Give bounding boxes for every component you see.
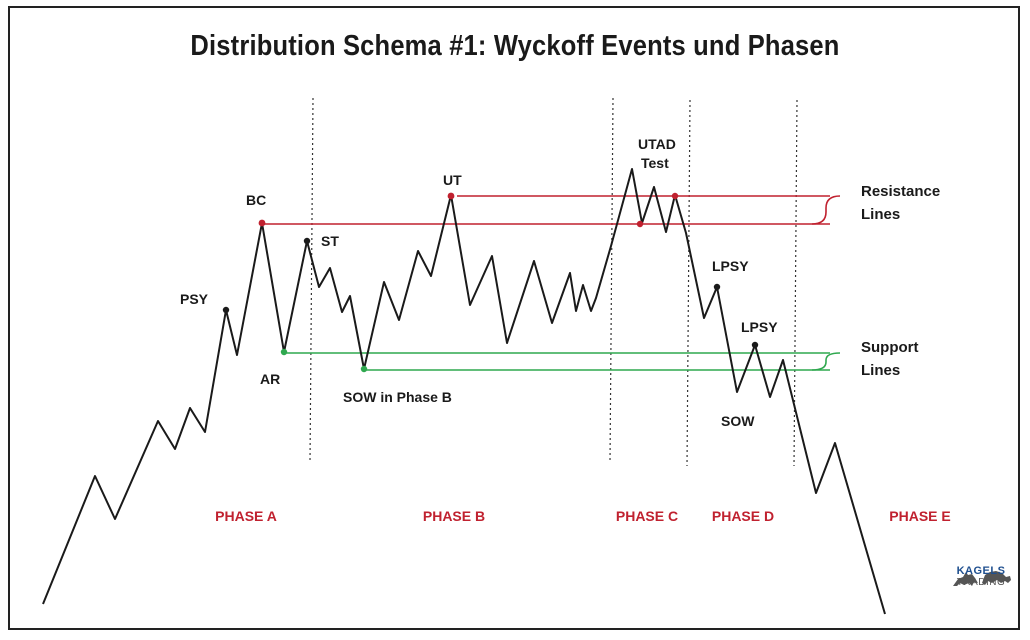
phase-label-c: PHASE C bbox=[616, 508, 678, 524]
logo-brand: KAGELS bbox=[956, 565, 1006, 577]
separator-b-c bbox=[609, 97, 614, 463]
label-ut: UT bbox=[443, 172, 462, 188]
label-psy: PSY bbox=[180, 291, 209, 307]
bull-icon bbox=[953, 572, 978, 586]
diagram-frame bbox=[8, 6, 1020, 630]
ut-marker bbox=[447, 192, 455, 200]
legend: Resistance Lines Support Lines bbox=[861, 183, 940, 379]
event-labels: PSY BC AR ST SOW in Phase B UT UTAD Test… bbox=[180, 136, 778, 429]
label-st: ST bbox=[321, 233, 339, 249]
phase-labels: PHASE A PHASE B PHASE C PHASE D PHASE E bbox=[215, 508, 951, 524]
support-brace bbox=[811, 352, 841, 371]
resistance-lines bbox=[263, 195, 841, 225]
phase-label-a: PHASE A bbox=[215, 508, 277, 524]
phase-label-d: PHASE D bbox=[712, 508, 774, 524]
event-markers bbox=[222, 192, 759, 373]
label-test: Test bbox=[641, 155, 669, 171]
utad-test-marker-low bbox=[636, 220, 644, 228]
st-marker bbox=[303, 237, 311, 245]
separator-a-b bbox=[309, 97, 314, 463]
legend-resistance-line1: Resistance bbox=[861, 183, 940, 200]
label-utad: UTAD bbox=[638, 136, 676, 152]
kagels-trading-logo: KAGELS TRADING bbox=[946, 565, 1016, 589]
lpsy-marker-1 bbox=[713, 283, 721, 291]
ar-marker bbox=[280, 348, 288, 356]
label-bc: BC bbox=[246, 192, 266, 208]
logo-sub: TRADING bbox=[956, 577, 1006, 588]
sow-phase-b-marker bbox=[360, 365, 368, 373]
bull-bear-icon bbox=[953, 571, 1011, 586]
label-sow: SOW bbox=[721, 413, 755, 429]
support-lines bbox=[285, 352, 841, 371]
bear-icon bbox=[982, 571, 1011, 585]
phase-label-b: PHASE B bbox=[423, 508, 485, 524]
legend-support-line1: Support bbox=[861, 339, 919, 356]
bc-marker bbox=[258, 219, 266, 227]
label-ar: AR bbox=[260, 371, 280, 387]
legend-support-line2: Lines bbox=[861, 362, 900, 379]
label-lpsy-1: LPSY bbox=[712, 258, 749, 274]
legend-resistance-line2: Lines bbox=[861, 206, 900, 223]
label-lpsy-2: LPSY bbox=[741, 319, 778, 335]
phase-label-e: PHASE E bbox=[889, 508, 950, 524]
label-sow-phase-b: SOW in Phase B bbox=[343, 389, 452, 405]
lpsy-marker-2 bbox=[751, 341, 759, 349]
resistance-brace bbox=[811, 195, 841, 225]
price-path bbox=[42, 168, 886, 615]
diagram-title: Distribution Schema #1: Wyckoff Events u… bbox=[190, 30, 840, 62]
psy-marker bbox=[222, 306, 230, 314]
utad-test-marker-high bbox=[671, 192, 679, 200]
separator-c-d bbox=[686, 99, 691, 467]
